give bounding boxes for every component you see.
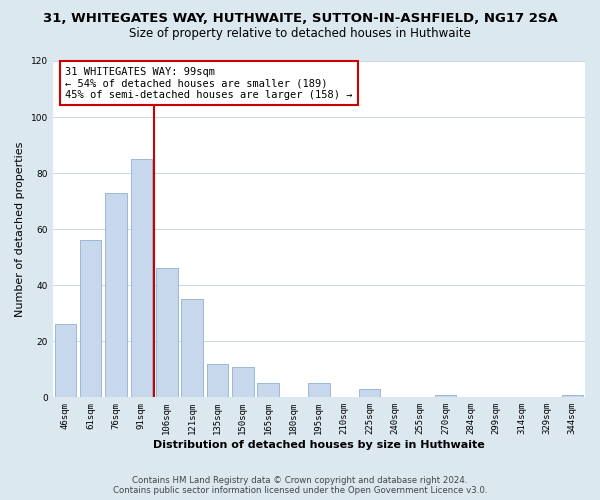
Bar <box>131 159 152 398</box>
Y-axis label: Number of detached properties: Number of detached properties <box>15 142 25 317</box>
Bar <box>257 384 279 398</box>
Bar <box>156 268 178 398</box>
X-axis label: Distribution of detached houses by size in Huthwaite: Distribution of detached houses by size … <box>153 440 485 450</box>
Bar <box>55 324 76 398</box>
Bar <box>181 299 203 398</box>
Bar <box>105 192 127 398</box>
Text: 31, WHITEGATES WAY, HUTHWAITE, SUTTON-IN-ASHFIELD, NG17 2SA: 31, WHITEGATES WAY, HUTHWAITE, SUTTON-IN… <box>43 12 557 26</box>
Bar <box>308 384 329 398</box>
Bar <box>435 394 457 398</box>
Bar <box>80 240 101 398</box>
Text: Contains HM Land Registry data © Crown copyright and database right 2024.
Contai: Contains HM Land Registry data © Crown c… <box>113 476 487 495</box>
Text: 31 WHITEGATES WAY: 99sqm
← 54% of detached houses are smaller (189)
45% of semi-: 31 WHITEGATES WAY: 99sqm ← 54% of detach… <box>65 66 353 100</box>
Bar <box>206 364 228 398</box>
Bar <box>232 366 254 398</box>
Bar <box>359 389 380 398</box>
Bar <box>562 394 583 398</box>
Text: Size of property relative to detached houses in Huthwaite: Size of property relative to detached ho… <box>129 28 471 40</box>
